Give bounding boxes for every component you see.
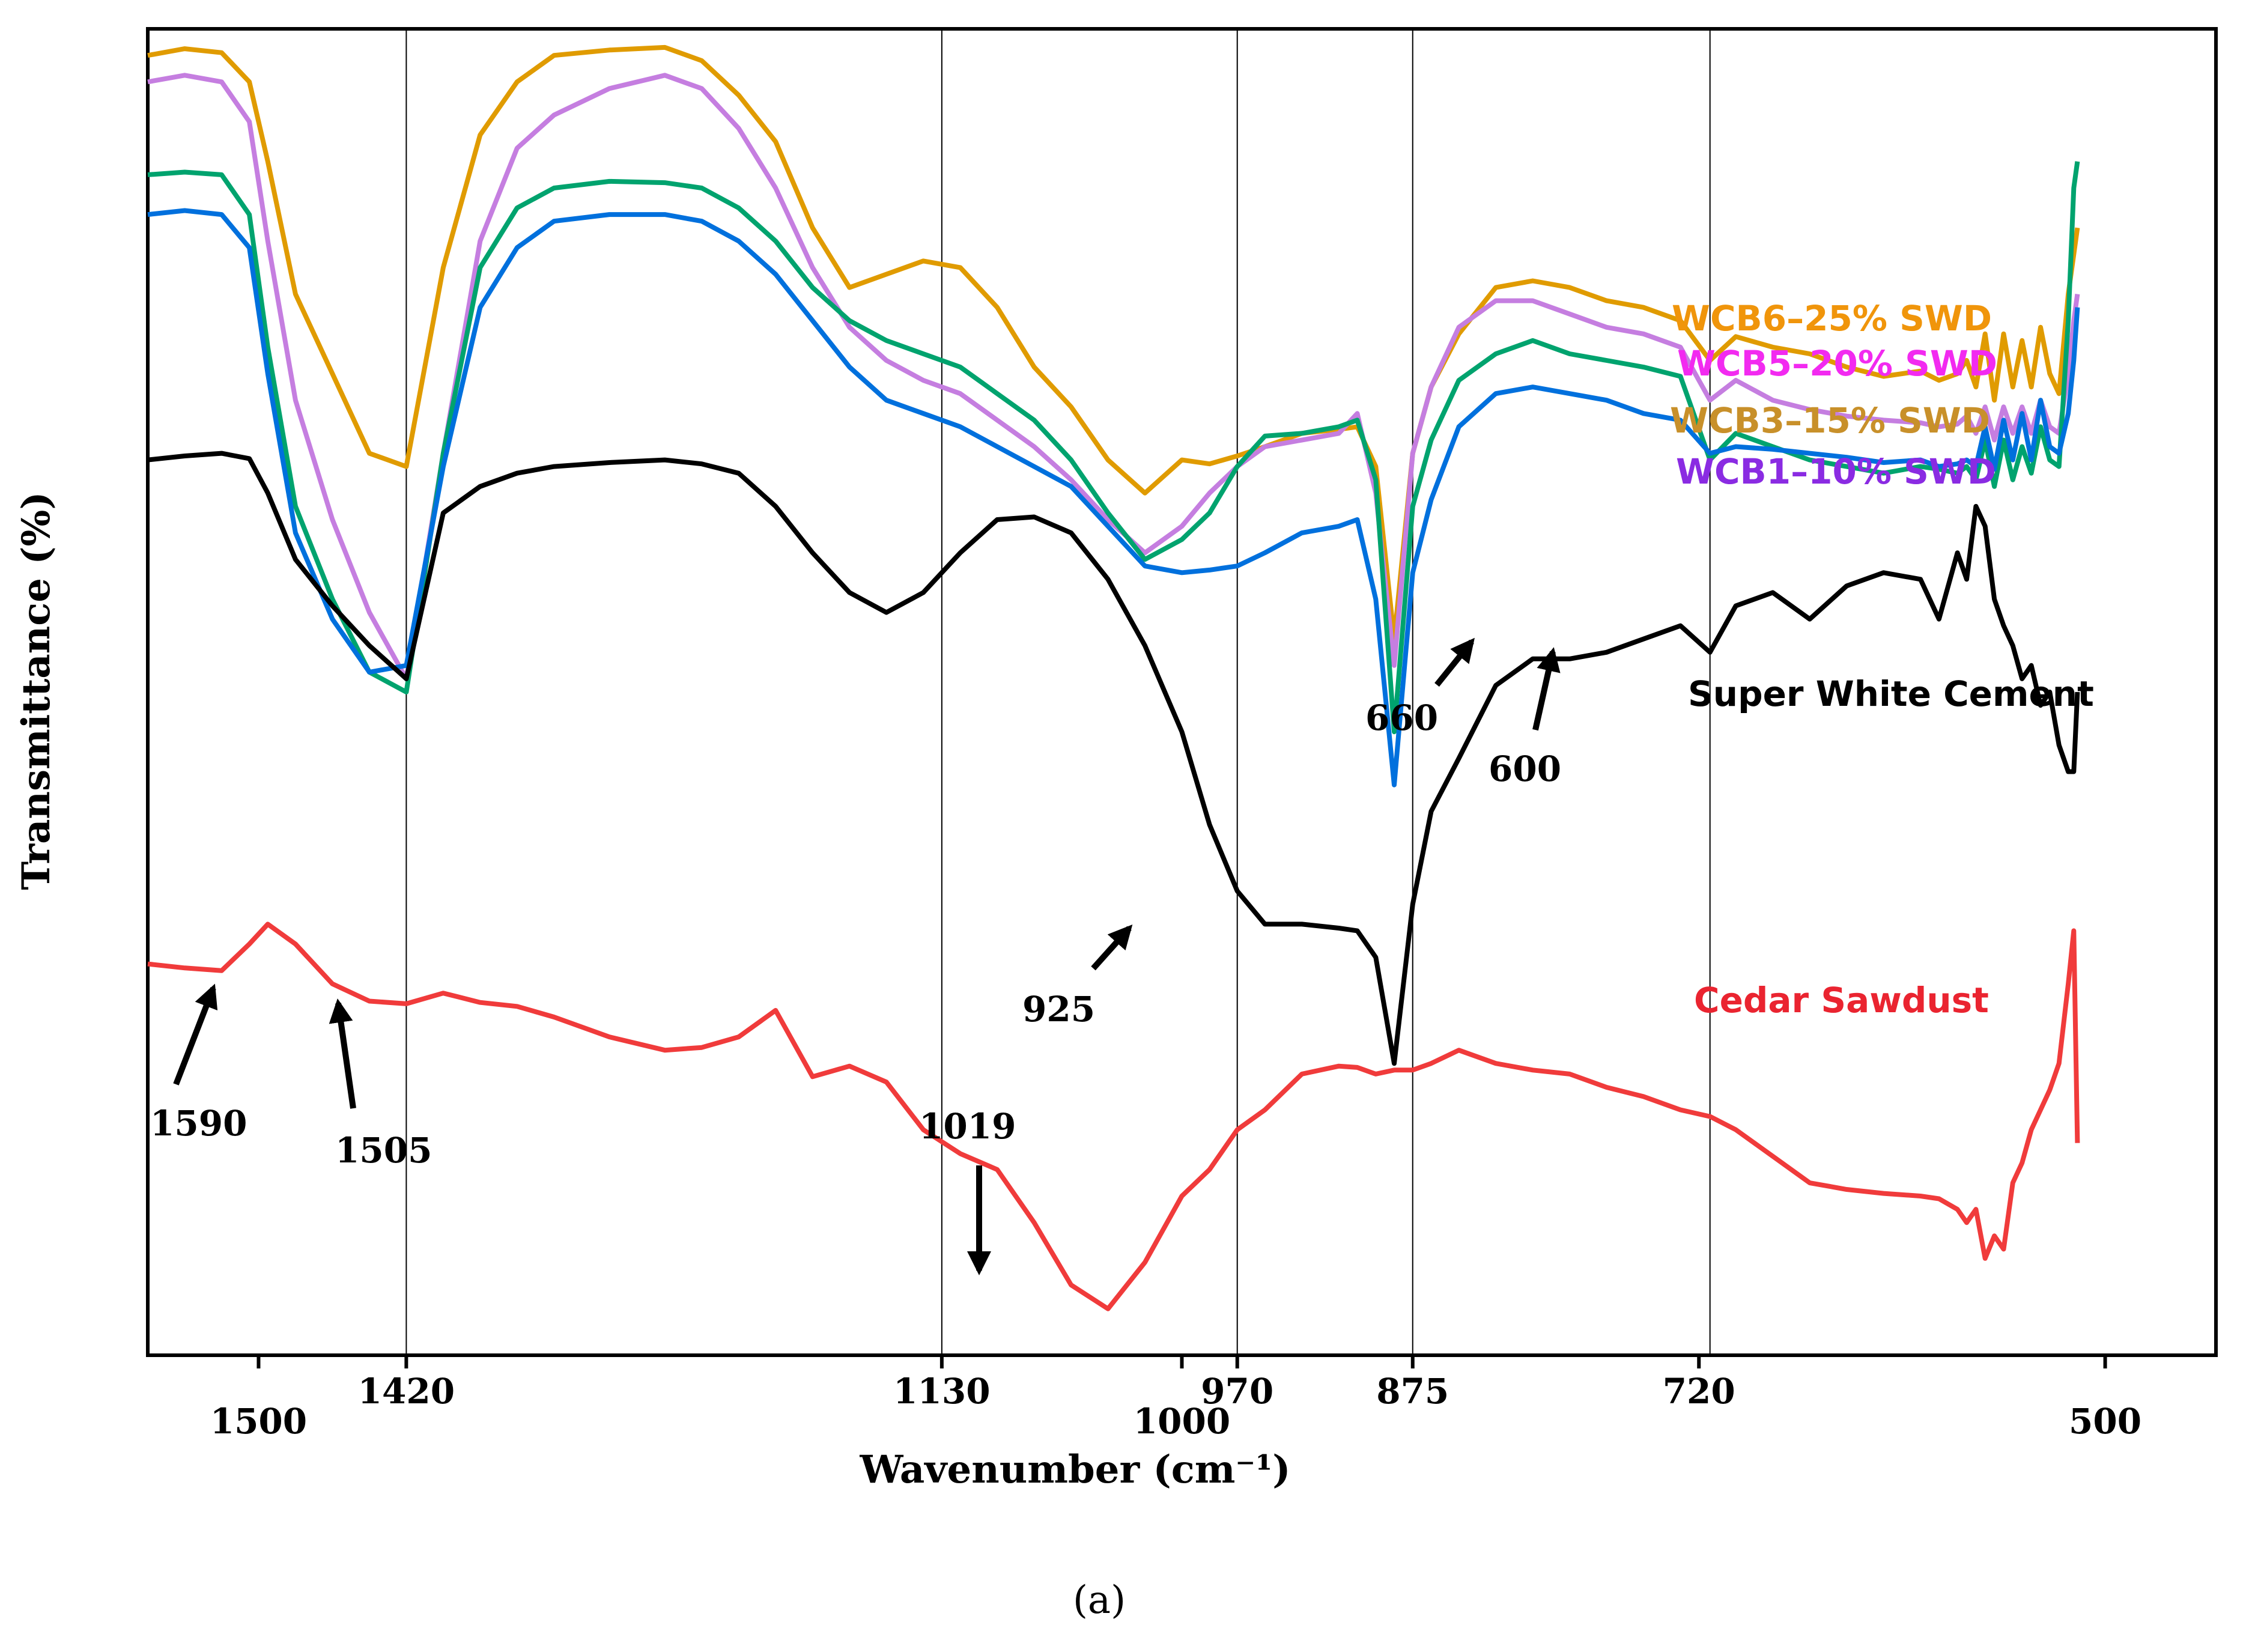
legend-label-wcb5: WCB5–20% SWD [1677, 343, 1997, 384]
series-line-super-white-cement [147, 451, 2080, 1066]
annotation-label-660: 660 [1365, 697, 1438, 738]
y-axis-title: Transmittance (%) [14, 491, 59, 890]
series-layer [147, 44, 2080, 1311]
legend-label-super-white-cement: Super White Cement [1688, 673, 2094, 714]
x-tick-label-1420: 1420 [358, 1371, 455, 1412]
series-line-wcb1-10-swd [147, 208, 2080, 788]
annotation-arrow-660 [1434, 637, 1475, 687]
annotation-label-1590: 1590 [150, 1103, 247, 1144]
series-line-cedar-sawdust [147, 922, 2080, 1311]
x-tick-label-875: 875 [1376, 1371, 1449, 1412]
series-line-wcb3-15-swd [147, 161, 2080, 735]
x-tick-label-970: 970 [1201, 1371, 1273, 1412]
legend-label-wcb1: WCB1–10% SWD [1676, 451, 1996, 492]
x-tick-label-500: 500 [2069, 1401, 2141, 1442]
annotation-label-1019: 1019 [919, 1106, 1016, 1147]
annotation-arrow-600 [1532, 647, 1561, 731]
x-tick-label-1500: 1500 [210, 1401, 307, 1442]
annotation-arrow-1505 [329, 998, 356, 1109]
annotation-label-925: 925 [1022, 989, 1095, 1030]
reference-lines [405, 29, 1711, 1355]
legend-label-wcb6: WCB6–25% SWD [1672, 298, 1992, 339]
annotation-label-1505: 1505 [335, 1130, 432, 1171]
annotation-arrow-925 [1091, 925, 1133, 971]
annotation-arrow-1590 [173, 983, 218, 1086]
x-tick-label-1000: 1000 [1134, 1401, 1230, 1442]
x-tick-label-1130: 1130 [893, 1371, 990, 1412]
figure-caption: (a) [1073, 1578, 1126, 1623]
series-line-wcb5-20-swd [147, 73, 2080, 681]
x-axis-title: Wavenumber (cm⁻¹) [860, 1447, 1291, 1492]
x-tick-label-720: 720 [1663, 1371, 1735, 1412]
annotation-label-600: 600 [1489, 749, 1561, 789]
legend-label-wcb3: WCB3–15% SWD [1670, 400, 1990, 441]
legend-label-cedar-sawdust: Cedar Sawdust [1694, 980, 1989, 1021]
